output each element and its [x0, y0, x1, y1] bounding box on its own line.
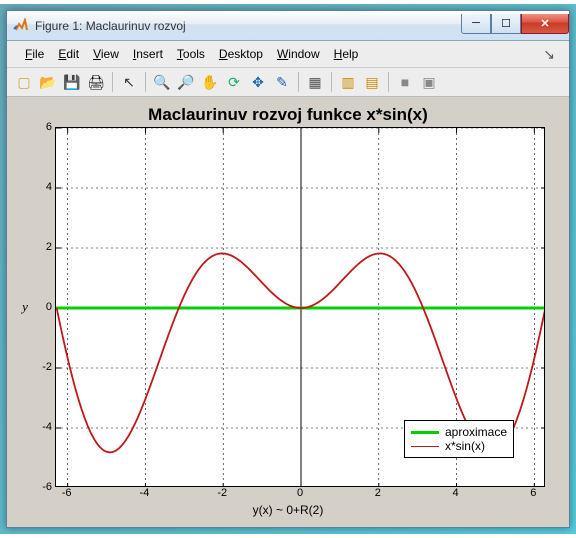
new-figure-icon[interactable]: ▢ [13, 71, 35, 93]
menu-edit[interactable]: Edit [52, 45, 85, 63]
x-axis-ticks: -6-4-20246 [55, 487, 545, 501]
colorbar-icon[interactable]: ▥ [337, 71, 359, 93]
menu-help[interactable]: Help [328, 45, 365, 63]
hide-plot-icon[interactable]: ■ [394, 71, 416, 93]
zoom-in-icon[interactable]: 🔍 [151, 71, 173, 93]
print-icon[interactable]: 🖨 [85, 71, 107, 93]
brush-icon[interactable]: ✎ [271, 71, 293, 93]
chart-title: Maclaurinuv rozvoj funkce x*sin(x) [17, 105, 559, 125]
maximize-button[interactable]: ☐ [491, 14, 521, 34]
menu-tools[interactable]: Tools [171, 45, 211, 63]
menu-window[interactable]: Window [271, 45, 326, 63]
window-controls: ─ ☐ ✕ [461, 14, 569, 34]
close-button[interactable]: ✕ [521, 14, 569, 34]
save-icon[interactable]: 💾 [61, 71, 83, 93]
legend-item[interactable]: x*sin(x) [411, 439, 507, 453]
legend-icon[interactable]: ▤ [361, 71, 383, 93]
minimize-button[interactable]: ─ [461, 14, 491, 34]
legend-item[interactable]: aproximace [411, 425, 507, 439]
menu-view[interactable]: View [87, 45, 125, 63]
figure-area: Maclaurinuv rozvoj funkce x*sin(x) y -6-… [7, 97, 569, 527]
y-axis-ticks: -6-4-20246 [33, 127, 55, 487]
menubar: FileEditViewInsertToolsDesktopWindowHelp… [7, 41, 569, 67]
chart-legend[interactable]: aproximacex*sin(x) [404, 420, 514, 458]
rotate-icon[interactable]: ⟳ [223, 71, 245, 93]
pan-icon[interactable]: ✋ [199, 71, 221, 93]
matlab-icon [13, 18, 29, 34]
window-title: Figure 1: Maclaurinuv rozvoj [35, 19, 461, 33]
zoom-out-icon[interactable]: 🔎 [175, 71, 197, 93]
open-icon[interactable]: 📂 [37, 71, 59, 93]
toolbar: ▢📂💾🖨 ↖ 🔍🔎✋⟳✥✎ ▦ ▥▤ ■▣ [7, 67, 569, 97]
x-axis-label: y(x) ~ 0+R(2) [17, 503, 559, 517]
show-plot-icon[interactable]: ▣ [418, 71, 440, 93]
dock-icon[interactable]: ↘ [537, 46, 561, 63]
data-cursor-icon[interactable]: ✥ [247, 71, 269, 93]
y-axis-label: y [17, 127, 33, 487]
menu-file[interactable]: File [19, 45, 50, 63]
link-icon[interactable]: ▦ [304, 71, 326, 93]
menu-desktop[interactable]: Desktop [213, 45, 269, 63]
pointer-icon[interactable]: ↖ [118, 71, 140, 93]
menu-insert[interactable]: Insert [127, 45, 169, 63]
chart-axes[interactable]: aproximacex*sin(x) [55, 127, 545, 487]
figure-window: Figure 1: Maclaurinuv rozvoj ─ ☐ ✕ FileE… [6, 10, 570, 528]
titlebar[interactable]: Figure 1: Maclaurinuv rozvoj ─ ☐ ✕ [7, 11, 569, 41]
